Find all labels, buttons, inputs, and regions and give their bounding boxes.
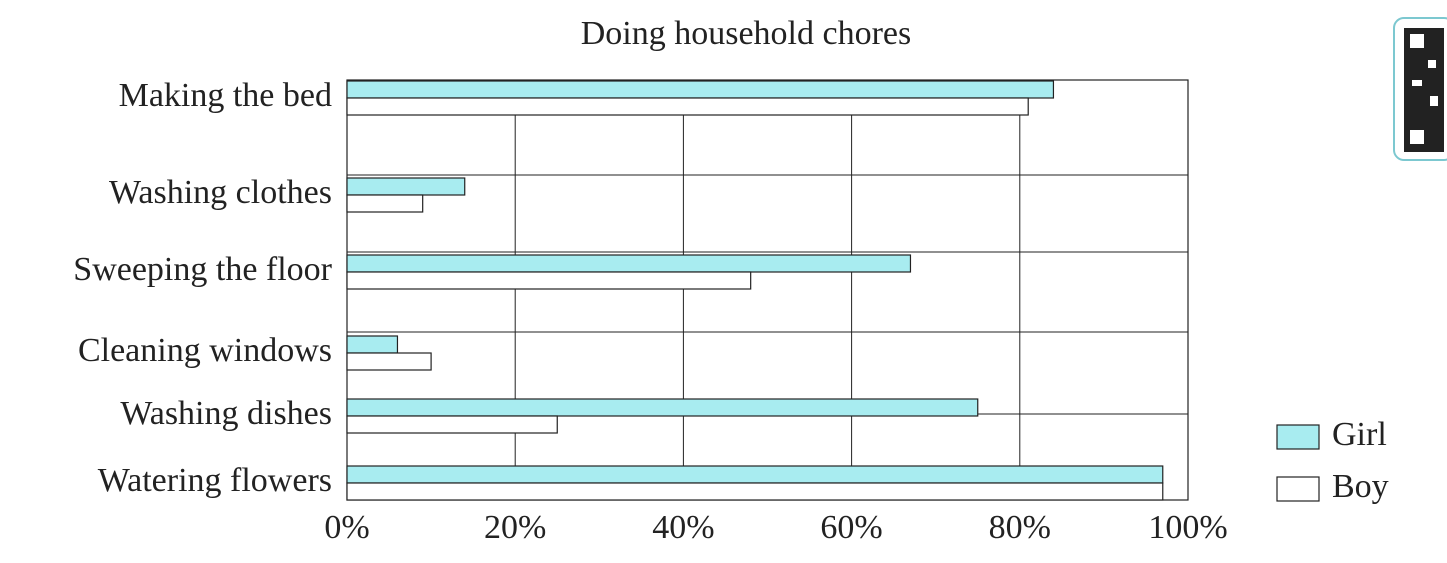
x-tick-label: 80% xyxy=(989,509,1051,546)
legend-swatch xyxy=(1276,424,1320,450)
bar xyxy=(346,398,979,417)
x-tick-label: 20% xyxy=(484,509,546,546)
plot-frame xyxy=(346,79,1189,501)
chart-title: Doing household chores xyxy=(581,15,912,52)
legend-label: Girl xyxy=(1332,416,1387,453)
y-tick-label: Watering flowers xyxy=(98,462,332,499)
bar xyxy=(346,80,1055,99)
x-tick-label: 100% xyxy=(1148,509,1227,546)
bar xyxy=(346,97,1029,116)
y-tick-label: Making the bed xyxy=(119,77,332,114)
x-tick-label: 40% xyxy=(652,509,714,546)
bar xyxy=(346,482,1164,501)
qr-code xyxy=(1393,17,1447,161)
y-tick-label: Washing dishes xyxy=(120,395,332,432)
y-tick-label: Washing clothes xyxy=(109,174,332,211)
bar xyxy=(346,415,558,434)
bar xyxy=(346,465,1164,484)
y-tick-label: Sweeping the floor xyxy=(73,251,332,288)
x-tick-label: 0% xyxy=(324,509,369,546)
legend-label: Boy xyxy=(1332,468,1389,505)
bar xyxy=(346,177,466,196)
bar xyxy=(346,352,432,371)
bar xyxy=(346,254,912,273)
x-tick-label: 60% xyxy=(820,509,882,546)
legend-swatch xyxy=(1276,476,1320,502)
bar xyxy=(346,335,399,354)
bar xyxy=(346,271,752,290)
y-tick-label: Cleaning windows xyxy=(78,332,332,369)
bar xyxy=(346,194,424,213)
